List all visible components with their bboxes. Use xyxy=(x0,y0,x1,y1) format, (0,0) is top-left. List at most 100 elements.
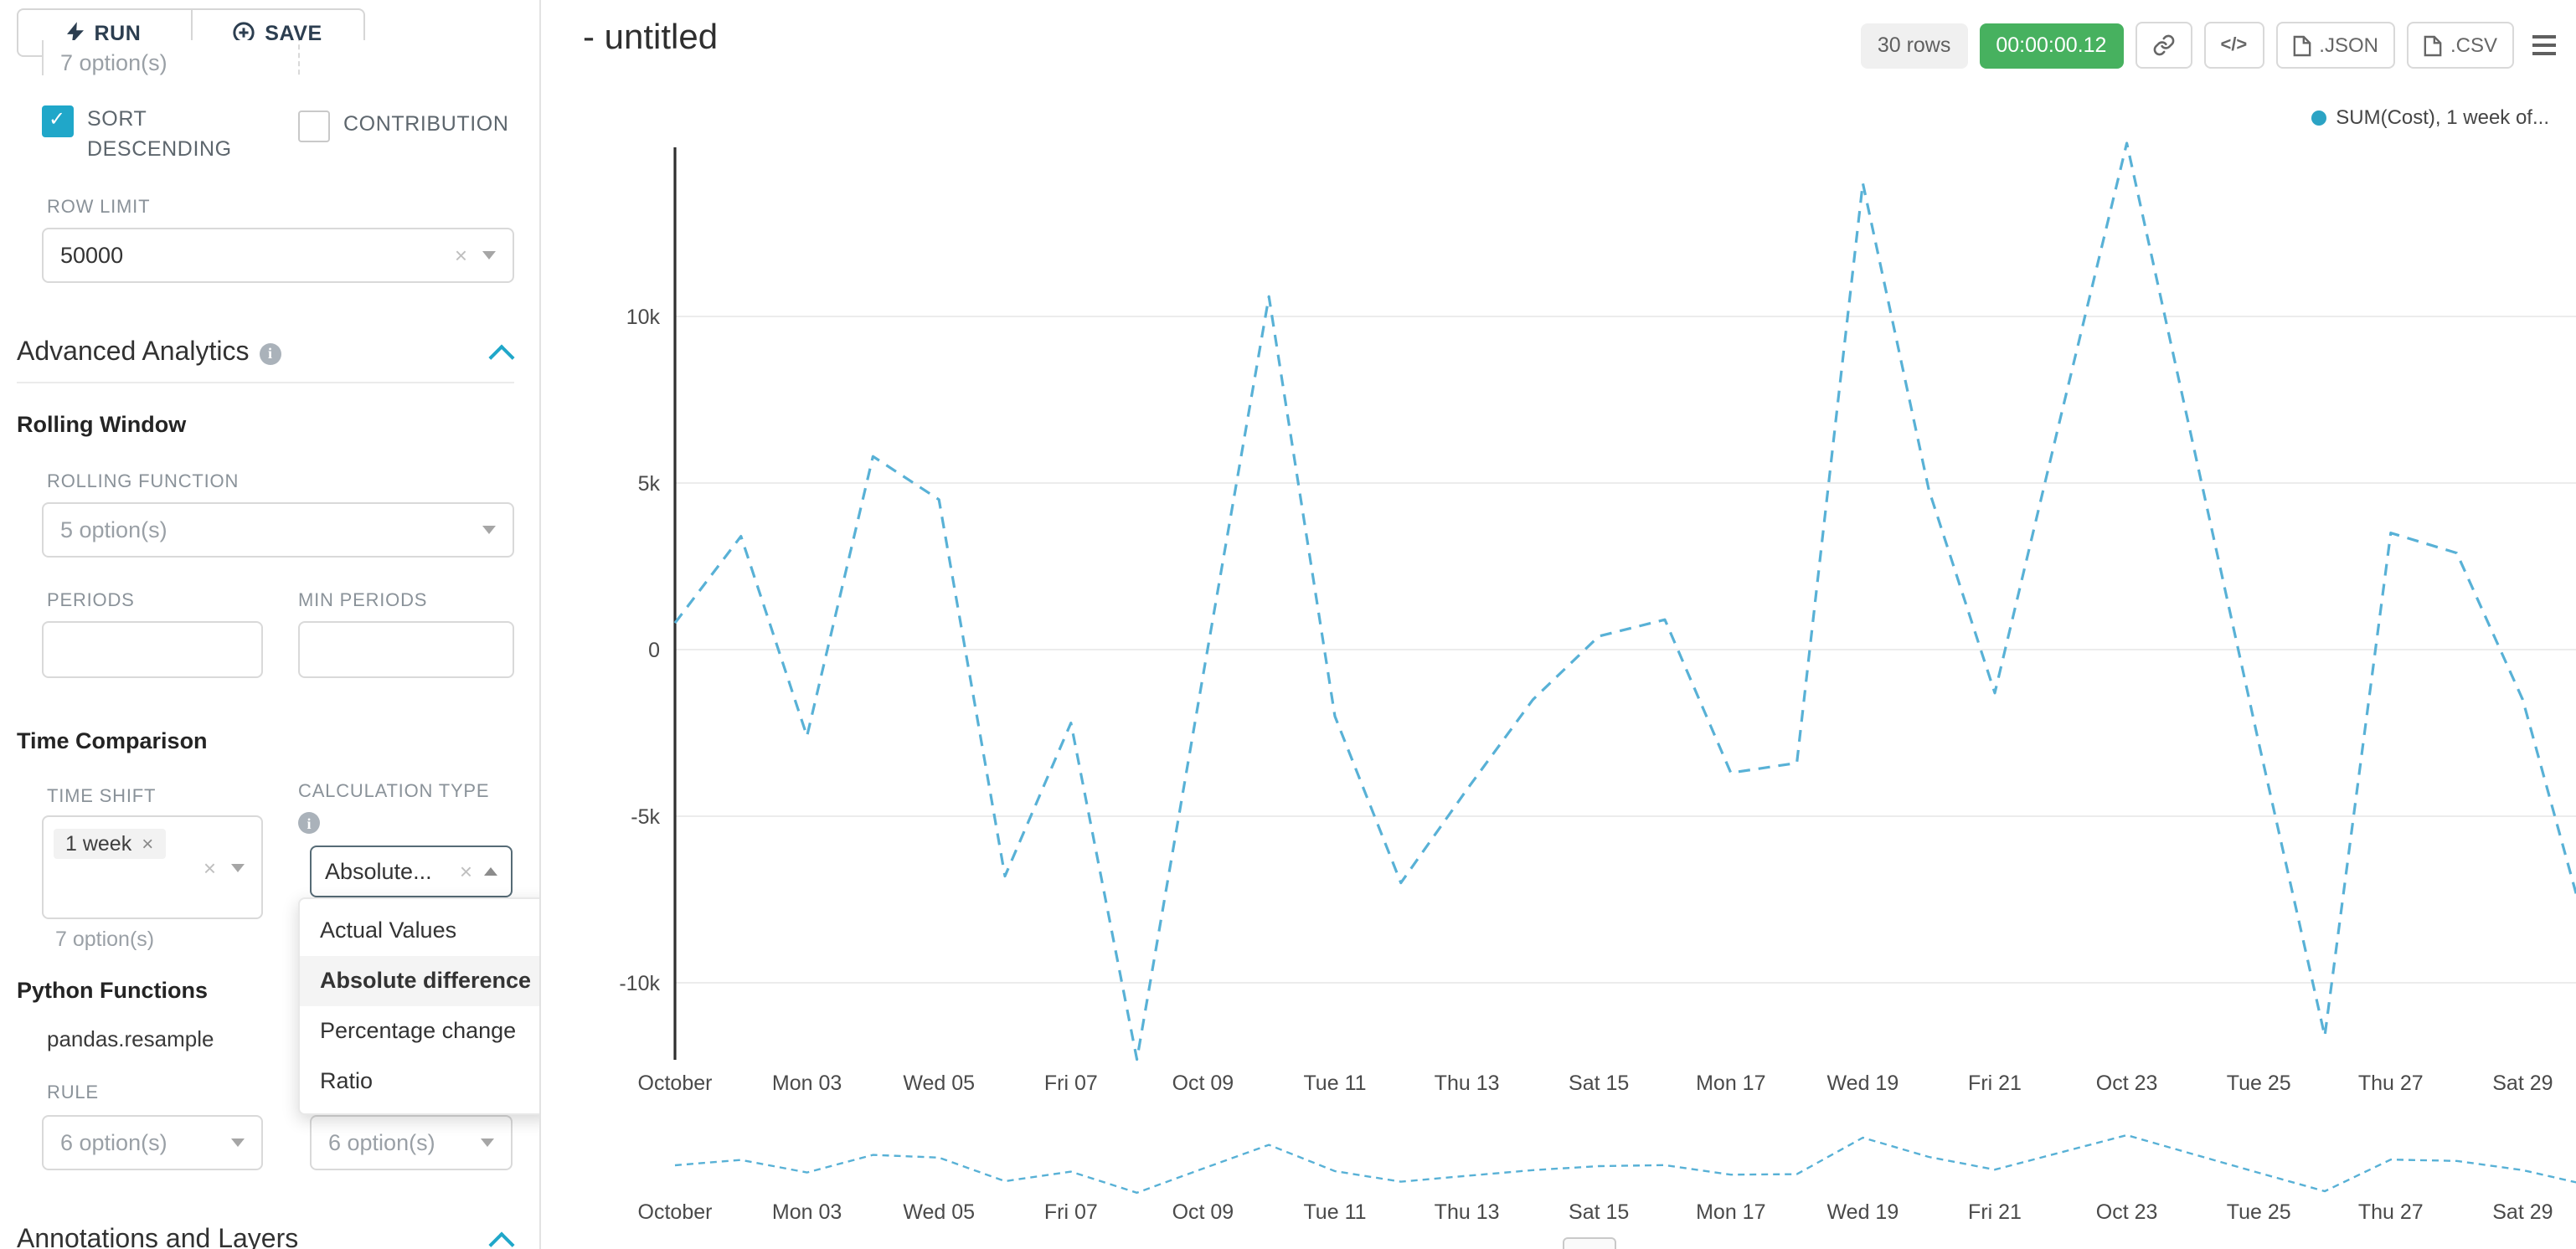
svg-text:Wed 05: Wed 05 xyxy=(903,1072,975,1095)
svg-text:Fri 07: Fri 07 xyxy=(1044,1200,1098,1224)
calculation-type-dropdown: Actual Values Absolute difference Percen… xyxy=(298,897,539,1115)
time-shift-tag: 1 week × xyxy=(54,829,166,859)
export-json-button[interactable]: .JSON xyxy=(2275,22,2395,69)
method-select[interactable]: 6 option(s) xyxy=(310,1115,513,1170)
min-periods-input[interactable] xyxy=(298,621,514,678)
chart-header-actions: 30 rows 00:00:00.12 </> .JSON .CSV xyxy=(1860,22,2563,69)
svg-text:10k: 10k xyxy=(626,306,661,329)
clear-icon[interactable]: × xyxy=(459,859,472,884)
svg-text:Sat 15: Sat 15 xyxy=(1569,1072,1629,1095)
dropdown-option[interactable]: Actual Values xyxy=(320,917,457,943)
chevron-down-icon xyxy=(482,526,496,534)
calculation-type-select[interactable]: Absolute... × xyxy=(310,846,513,897)
time-shift-select[interactable]: 1 week × × xyxy=(42,815,263,919)
file-icon xyxy=(2292,34,2311,56)
mini-preview-chart[interactable]: October Mon 03 Wed 05 Fri 07 Oct 09 Tue 11 Thu… xyxy=(585,1122,2576,1229)
cropped-select-value: 7 option(s) xyxy=(60,50,167,75)
svg-text:October: October xyxy=(638,1072,713,1095)
export-csv-button[interactable]: .CSV xyxy=(2406,22,2514,69)
svg-text:Tue 11: Tue 11 xyxy=(1303,1072,1366,1095)
more-options-button[interactable] xyxy=(2526,22,2563,69)
file-icon xyxy=(2424,34,2442,56)
chevron-down-icon xyxy=(231,864,245,872)
svg-text:0: 0 xyxy=(648,639,660,662)
svg-text:5k: 5k xyxy=(638,472,661,496)
svg-text:October: October xyxy=(638,1200,713,1224)
row-limit-select[interactable]: 50000 × xyxy=(42,228,514,283)
row-limit-value: 50000 xyxy=(60,243,124,268)
advanced-analytics-header[interactable]: Advanced Analytics i xyxy=(17,338,281,368)
rolling-function-placeholder: 5 option(s) xyxy=(60,517,167,542)
chevron-down-icon xyxy=(231,1138,245,1147)
cropped-drop-area[interactable] xyxy=(298,40,514,75)
svg-text:Fri 21: Fri 21 xyxy=(1968,1200,2022,1224)
calculation-type-label: CALCULATION TYPE xyxy=(298,782,490,802)
dropdown-option[interactable]: Ratio xyxy=(320,1068,374,1093)
pane-resize-handle[interactable] xyxy=(1563,1237,1616,1249)
svg-text:Oct 09: Oct 09 xyxy=(1172,1200,1234,1224)
chart-legend[interactable]: SUM(Cost), 1 week of... xyxy=(2311,105,2549,129)
chevron-down-icon xyxy=(482,251,496,260)
method-placeholder: 6 option(s) xyxy=(328,1130,435,1155)
section-divider xyxy=(17,382,514,383)
chevron-up-icon xyxy=(484,867,497,876)
chevron-down-icon xyxy=(481,1138,494,1147)
periods-label: PERIODS xyxy=(47,591,135,611)
legend-series-label: SUM(Cost), 1 week of... xyxy=(2336,105,2549,129)
chart-pane: - untitled 30 rows 00:00:00.12 </> .JSON… xyxy=(541,0,2576,1249)
svg-text:Mon 17: Mon 17 xyxy=(1696,1072,1765,1095)
info-icon: i xyxy=(259,342,281,364)
svg-text:Wed 05: Wed 05 xyxy=(903,1200,975,1224)
copy-link-button[interactable] xyxy=(2135,22,2192,69)
time-comparison-title: Time Comparison xyxy=(17,728,208,753)
dropdown-option-selected[interactable]: Absolute difference xyxy=(300,956,539,1006)
svg-text:Thu 13: Thu 13 xyxy=(1435,1200,1500,1224)
svg-text:-10k: -10k xyxy=(619,972,660,995)
svg-text:Tue 11: Tue 11 xyxy=(1303,1200,1366,1224)
dropdown-option[interactable]: Percentage change xyxy=(320,1018,517,1043)
contribution-control: CONTRIBUTION xyxy=(298,109,509,142)
svg-text:Wed 19: Wed 19 xyxy=(1827,1072,1899,1095)
sort-descending-label: SORT DESCENDING xyxy=(87,107,232,162)
periods-input[interactable] xyxy=(42,621,263,678)
cropped-select[interactable]: 7 option(s) xyxy=(42,40,300,75)
svg-text:Sat 29: Sat 29 xyxy=(2492,1200,2553,1224)
rolling-window-title: Rolling Window xyxy=(17,412,187,437)
sort-descending-checkbox[interactable] xyxy=(42,105,74,137)
tag-remove-icon[interactable]: × xyxy=(142,832,154,856)
rule-select[interactable]: 6 option(s) xyxy=(42,1115,263,1170)
clear-icon[interactable]: × xyxy=(203,856,216,881)
svg-text:Mon 03: Mon 03 xyxy=(772,1200,842,1224)
time-shift-helper: 7 option(s) xyxy=(55,928,155,951)
advanced-analytics-title: Advanced Analytics xyxy=(17,338,250,367)
svg-text:Thu 27: Thu 27 xyxy=(2358,1200,2424,1224)
lightning-icon xyxy=(67,22,85,44)
clear-icon[interactable]: × xyxy=(454,243,467,268)
collapse-chevron-up-icon[interactable] xyxy=(488,344,515,371)
contribution-checkbox[interactable] xyxy=(298,111,330,142)
svg-text:Fri 07: Fri 07 xyxy=(1044,1072,1098,1095)
embed-code-button[interactable]: </> xyxy=(2203,22,2264,69)
hamburger-menu-icon xyxy=(2532,35,2556,55)
control-panel: RUN SAVE 7 option(s) SORT DESCENDING CON… xyxy=(0,0,541,1249)
pandas-resample-label: pandas.resample xyxy=(47,1026,214,1051)
svg-text:Tue 25: Tue 25 xyxy=(2227,1072,2291,1095)
contribution-label: CONTRIBUTION xyxy=(343,112,509,136)
link-icon xyxy=(2153,34,2174,56)
svg-text:-5k: -5k xyxy=(631,805,660,829)
timer-badge: 00:00:00.12 xyxy=(1979,23,2124,68)
svg-text:Tue 25: Tue 25 xyxy=(2227,1200,2291,1224)
svg-text:Oct 23: Oct 23 xyxy=(2096,1200,2158,1224)
svg-text:Oct 23: Oct 23 xyxy=(2096,1072,2158,1095)
collapse-chevron-up-icon[interactable] xyxy=(488,1231,515,1249)
legend-dot-icon xyxy=(2311,110,2326,125)
annotations-title: Annotations and Layers xyxy=(17,1226,299,1249)
sort-descending-control: SORT DESCENDING xyxy=(42,104,263,165)
row-limit-label: ROW LIMIT xyxy=(47,198,151,218)
svg-text:Wed 19: Wed 19 xyxy=(1827,1200,1899,1224)
code-icon: </> xyxy=(2220,35,2248,55)
min-periods-label: MIN PERIODS xyxy=(298,591,428,611)
rolling-function-select[interactable]: 5 option(s) xyxy=(42,502,514,558)
annotations-header[interactable]: Annotations and Layers xyxy=(17,1226,298,1249)
